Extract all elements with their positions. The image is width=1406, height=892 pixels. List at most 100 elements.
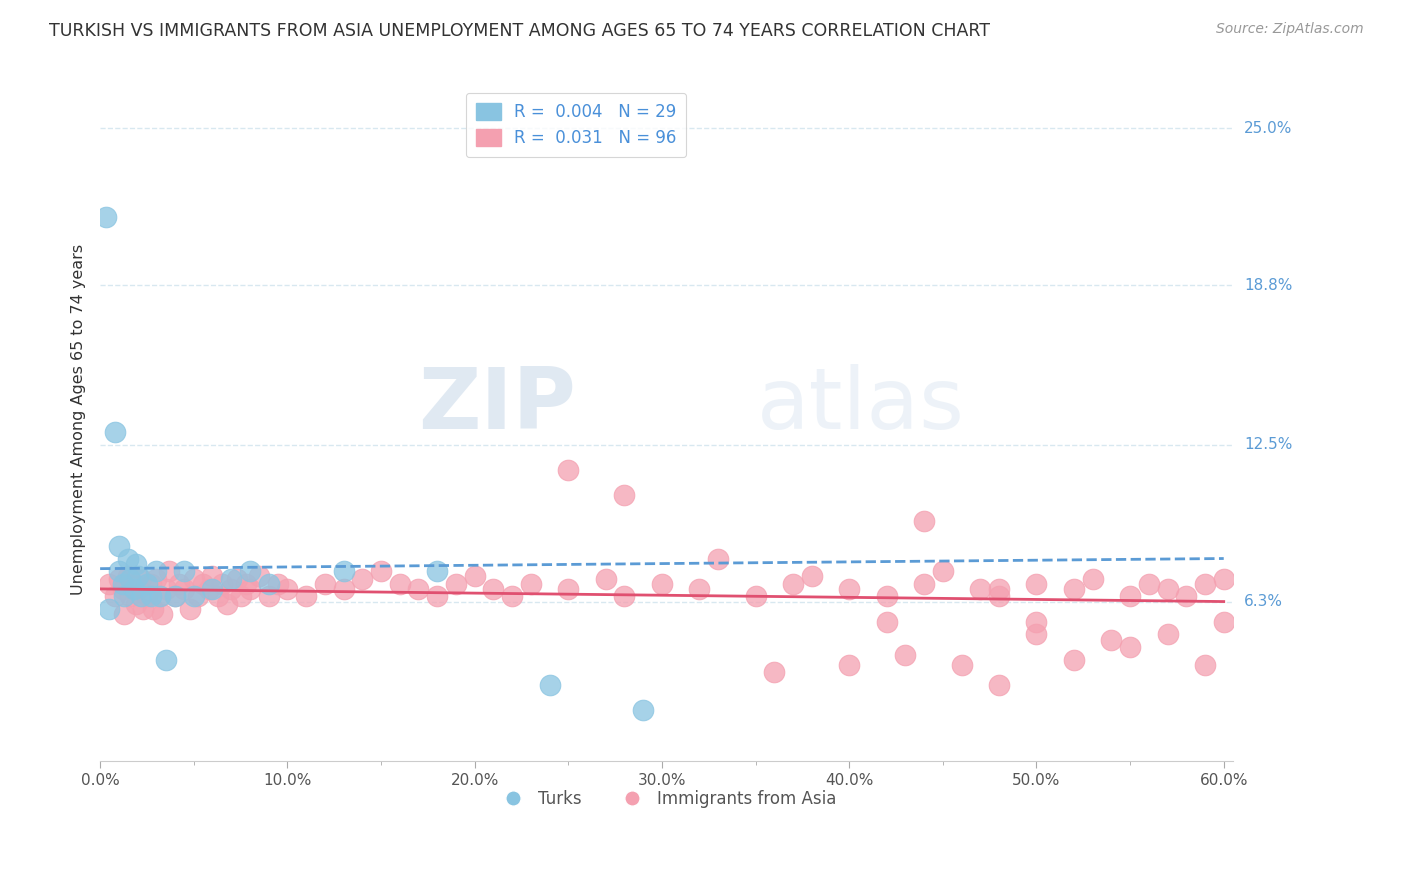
Point: [186, 590, 208, 604]
Point: [179, 602, 201, 616]
Point: [217, 597, 239, 611]
Point: [1063, 653, 1085, 667]
Point: [763, 665, 786, 680]
Point: [1194, 577, 1216, 591]
Text: 25.0%: 25.0%: [1244, 120, 1292, 136]
Point: [613, 488, 636, 502]
Point: [988, 582, 1011, 596]
Point: [201, 569, 224, 583]
Point: [276, 582, 298, 596]
Point: [155, 653, 177, 667]
Point: [464, 569, 486, 583]
Point: [1025, 615, 1047, 629]
Text: 6.3%: 6.3%: [1244, 594, 1284, 609]
Point: [950, 657, 973, 672]
Point: [267, 577, 290, 591]
Point: [800, 569, 823, 583]
Text: 12.5%: 12.5%: [1244, 437, 1292, 452]
Point: [520, 577, 543, 591]
Point: [1119, 640, 1142, 654]
Point: [595, 572, 617, 586]
Point: [1063, 582, 1085, 596]
Point: [651, 577, 673, 591]
Point: [108, 572, 131, 586]
Point: [988, 590, 1011, 604]
Point: [388, 577, 411, 591]
Point: [332, 564, 354, 578]
Point: [225, 572, 247, 586]
Point: [98, 577, 121, 591]
Point: [1137, 577, 1160, 591]
Point: [912, 514, 935, 528]
Point: [145, 564, 167, 578]
Point: [557, 463, 579, 477]
Point: [838, 582, 860, 596]
Point: [211, 577, 233, 591]
Point: [426, 564, 449, 578]
Point: [352, 572, 374, 586]
Point: [444, 577, 467, 591]
Point: [114, 607, 136, 622]
Point: [314, 577, 336, 591]
Point: [969, 582, 991, 596]
Point: [876, 590, 898, 604]
Point: [707, 551, 730, 566]
Legend: Turks, Immigrants from Asia: Turks, Immigrants from Asia: [491, 783, 844, 814]
Point: [173, 564, 195, 578]
Point: [257, 577, 280, 591]
Point: [155, 582, 177, 596]
Point: [744, 590, 766, 604]
Point: [688, 582, 710, 596]
Point: [131, 572, 153, 586]
Point: [139, 590, 162, 604]
Point: [1025, 577, 1047, 591]
Point: [1194, 657, 1216, 672]
Text: atlas: atlas: [758, 364, 966, 447]
Point: [235, 577, 257, 591]
Y-axis label: Unemployment Among Ages 65 to 74 years: Unemployment Among Ages 65 to 74 years: [72, 244, 86, 595]
Point: [229, 590, 252, 604]
Point: [613, 590, 636, 604]
Point: [538, 678, 561, 692]
Point: [111, 582, 134, 596]
Point: [117, 551, 139, 566]
Point: [122, 577, 145, 591]
Point: [219, 572, 242, 586]
Point: [183, 590, 205, 604]
Point: [988, 678, 1011, 692]
Point: [94, 210, 117, 224]
Text: 18.8%: 18.8%: [1244, 277, 1292, 293]
Point: [136, 577, 159, 591]
Point: [163, 590, 186, 604]
Point: [426, 590, 449, 604]
Point: [122, 582, 145, 596]
Point: [631, 703, 654, 717]
Point: [104, 425, 127, 439]
Point: [132, 602, 155, 616]
Point: [257, 590, 280, 604]
Point: [332, 582, 354, 596]
Point: [207, 590, 229, 604]
Point: [1212, 615, 1234, 629]
Point: [191, 577, 214, 591]
Point: [201, 582, 224, 596]
Point: [876, 615, 898, 629]
Point: [104, 590, 127, 604]
Point: [167, 577, 190, 591]
Point: [108, 539, 131, 553]
Point: [295, 590, 318, 604]
Point: [149, 590, 172, 604]
Point: [219, 582, 242, 596]
Point: [120, 590, 142, 604]
Point: [1025, 627, 1047, 641]
Point: [117, 569, 139, 583]
Point: [239, 582, 262, 596]
Point: [139, 577, 162, 591]
Point: [157, 564, 180, 578]
Point: [98, 602, 121, 616]
Point: [408, 582, 430, 596]
Point: [173, 582, 195, 596]
Point: [127, 569, 149, 583]
Point: [111, 577, 134, 591]
Point: [838, 657, 860, 672]
